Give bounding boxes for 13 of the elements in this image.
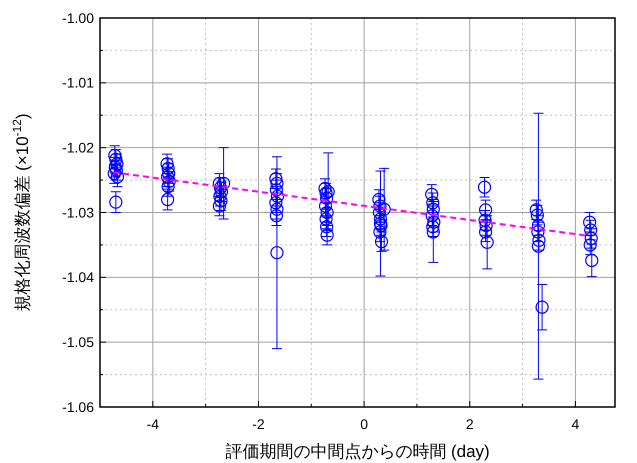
y-tick-label: -1.04 xyxy=(62,269,94,286)
y-tick-label: -1.03 xyxy=(62,204,94,220)
y-tick-label: -1.00 xyxy=(62,10,94,26)
x-tick-label: 4 xyxy=(571,416,580,432)
x-tick-label: 2 xyxy=(466,416,474,432)
x-axis-title: 評価期間の中間点からの時間 (day) xyxy=(225,442,490,461)
y-tick-label: -1.02 xyxy=(62,140,94,156)
x-tick-label: -4 xyxy=(146,416,160,432)
x-tick-label: 0 xyxy=(360,416,368,432)
y-tick-label: -1.06 xyxy=(62,398,94,415)
x-tick-label: -2 xyxy=(252,416,265,432)
y-tick-label: -1.05 xyxy=(62,334,94,350)
y-tick-label: -1.01 xyxy=(62,74,94,91)
